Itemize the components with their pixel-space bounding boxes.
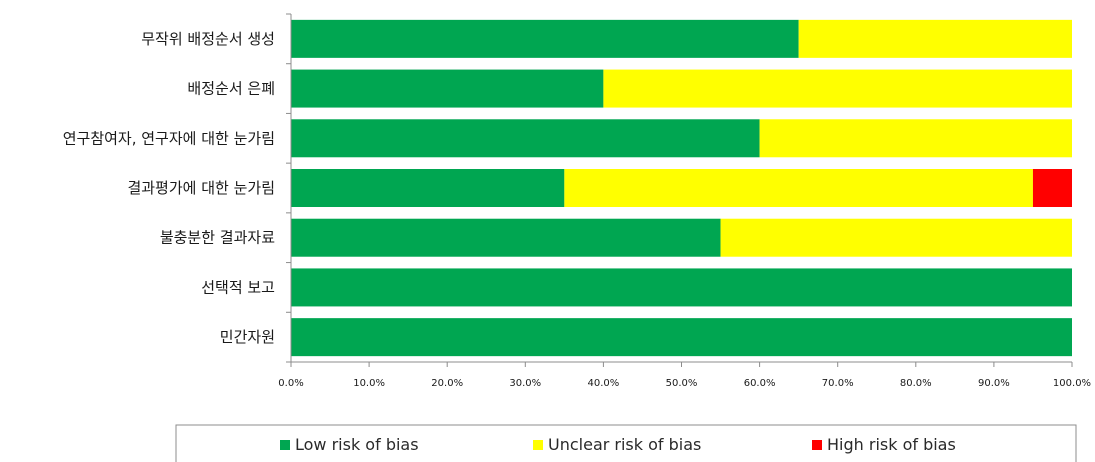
bar-segment-high-4 — [1032, 169, 1072, 207]
category-label: 배정순서 은폐 — [187, 80, 275, 98]
legend-label-low: Low risk of bias — [295, 435, 419, 454]
bar-segment-low-5 — [291, 218, 721, 257]
x-tick-label: 30.0% — [509, 378, 541, 389]
x-tick-labels: 0.0% 10.0% 20.0% 30.0% 40.0% 50.0% 60.0% 70.0% 8… — [278, 378, 1091, 389]
category-label: 무작위 배정순서 생성 — [141, 30, 275, 48]
bar-segment-unclear-4 — [564, 169, 1033, 207]
category-label: 결과평가에 대한 눈가림 — [127, 179, 275, 197]
x-tick-label: 80.0% — [900, 378, 932, 389]
category-label: 불충분한 결과자료 — [160, 229, 275, 247]
category-label: 연구참여자, 연구자에 대한 눈가림 — [63, 129, 275, 147]
category-label: 민간자원 — [220, 328, 275, 346]
x-tick-label: 10.0% — [353, 378, 385, 389]
bar-segment-unclear-3 — [759, 119, 1072, 158]
bar-segment-low-6 — [291, 268, 1072, 307]
bar-segment-low-2 — [291, 69, 604, 108]
legend-swatch-high — [812, 440, 822, 450]
x-tick-label: 50.0% — [666, 378, 698, 389]
x-tick-label: 20.0% — [431, 378, 463, 389]
category-label: 선택적 보고 — [201, 278, 275, 296]
legend-swatch-unclear — [533, 440, 543, 450]
bar-segment-low-3 — [291, 119, 760, 158]
x-tick-label: 70.0% — [822, 378, 854, 389]
bar-segment-low-1 — [291, 19, 799, 58]
bar-segment-low-7 — [291, 318, 1072, 357]
bar-segment-unclear-1 — [798, 19, 1072, 58]
x-tick-label: 0.0% — [278, 378, 303, 389]
axis-layer — [286, 13, 1073, 367]
x-tick-label: 100.0% — [1053, 378, 1091, 389]
legend-box — [175, 424, 1077, 462]
x-tick-label: 40.0% — [588, 378, 620, 389]
legend-label-high: High risk of bias — [827, 435, 956, 454]
x-tick-label: 90.0% — [978, 378, 1010, 389]
bars-layer — [291, 19, 1072, 357]
bar-segment-unclear-5 — [720, 218, 1072, 257]
legend-label-unclear: Unclear risk of bias — [548, 435, 701, 454]
x-tick-label: 60.0% — [744, 378, 776, 389]
bar-segment-low-4 — [291, 169, 565, 207]
bar-segment-unclear-2 — [603, 69, 1072, 108]
legend-swatch-low — [280, 440, 290, 450]
legend: Low risk of bias Unclear risk of bias High… — [175, 424, 1077, 462]
